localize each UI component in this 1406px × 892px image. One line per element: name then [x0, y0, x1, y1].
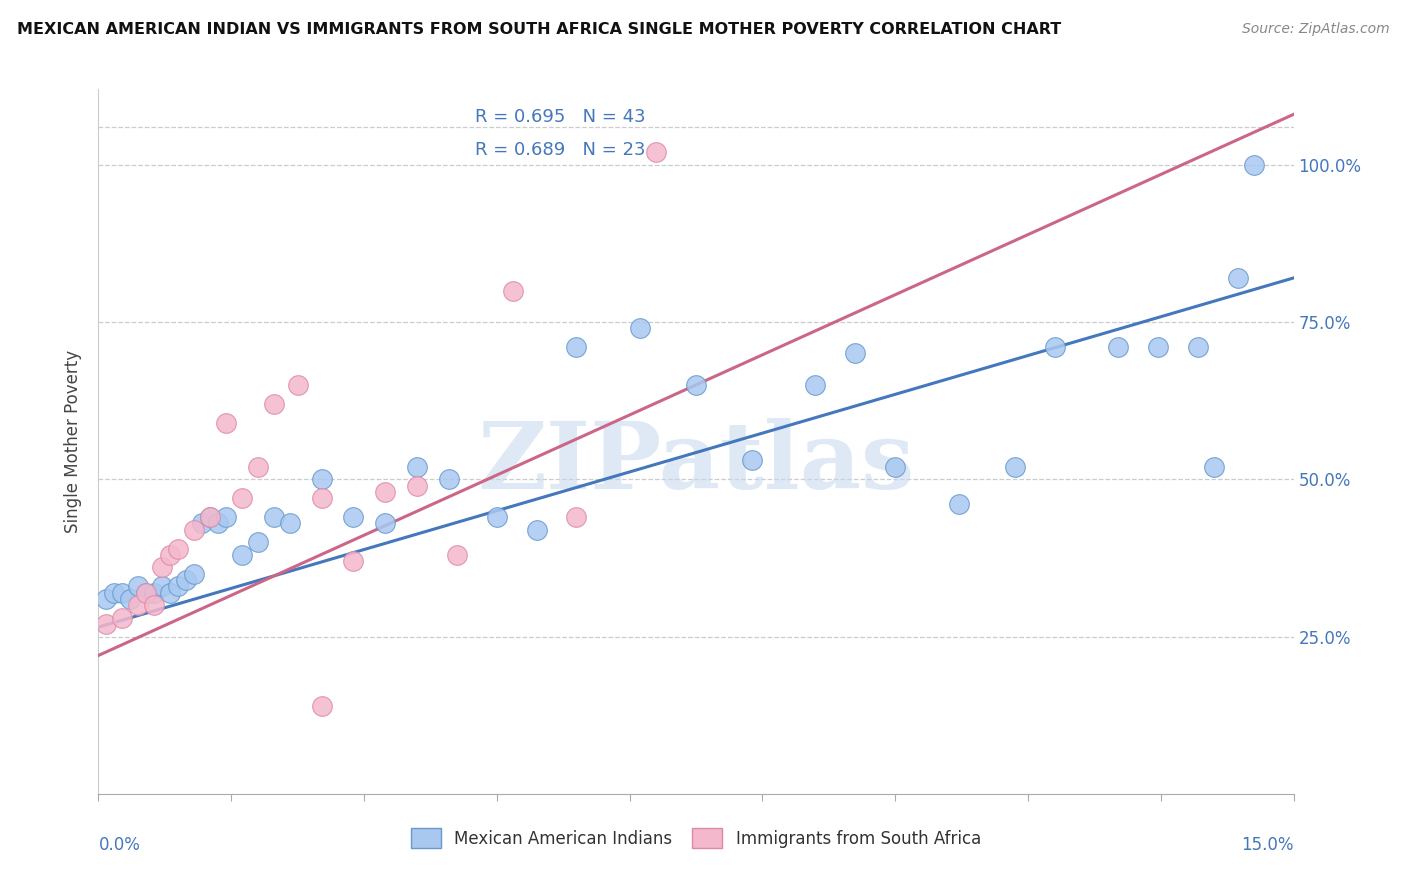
Y-axis label: Single Mother Poverty: Single Mother Poverty — [65, 350, 83, 533]
Point — [111, 585, 134, 599]
Point — [135, 585, 157, 599]
Point — [150, 560, 173, 574]
Point — [246, 459, 269, 474]
Point — [143, 585, 166, 599]
Point — [804, 378, 827, 392]
Point — [374, 484, 396, 499]
Point — [437, 472, 460, 486]
Point — [111, 610, 134, 624]
Point — [231, 548, 253, 562]
Point — [191, 516, 214, 531]
Point — [231, 491, 253, 505]
Point — [207, 516, 229, 531]
Point — [159, 585, 181, 599]
Point — [741, 453, 763, 467]
Point — [263, 510, 285, 524]
Point — [278, 516, 301, 531]
Point — [167, 541, 190, 556]
Point — [287, 378, 309, 392]
Text: R = 0.695   N = 43: R = 0.695 N = 43 — [475, 108, 645, 127]
Text: Source: ZipAtlas.com: Source: ZipAtlas.com — [1241, 22, 1389, 37]
Point — [198, 510, 221, 524]
Point — [96, 591, 118, 606]
Point — [1187, 340, 1209, 354]
Point — [1043, 340, 1066, 354]
Point — [311, 472, 333, 486]
Text: MEXICAN AMERICAN INDIAN VS IMMIGRANTS FROM SOUTH AFRICA SINGLE MOTHER POVERTY CO: MEXICAN AMERICAN INDIAN VS IMMIGRANTS FR… — [17, 22, 1062, 37]
Point — [342, 554, 364, 568]
Point — [159, 548, 181, 562]
Point — [96, 617, 118, 632]
Point — [406, 459, 429, 474]
Point — [127, 598, 149, 612]
Point — [526, 523, 548, 537]
Point — [183, 566, 205, 581]
Point — [183, 523, 205, 537]
Point — [215, 416, 238, 430]
Text: R = 0.689   N = 23: R = 0.689 N = 23 — [475, 141, 645, 159]
Point — [342, 510, 364, 524]
Point — [844, 346, 866, 360]
Point — [446, 548, 468, 562]
Text: 0.0%: 0.0% — [98, 836, 141, 854]
Point — [150, 579, 173, 593]
Point — [884, 459, 907, 474]
Point — [1147, 340, 1170, 354]
Point — [948, 498, 970, 512]
Point — [311, 698, 333, 713]
Point — [1202, 459, 1225, 474]
Point — [263, 397, 285, 411]
Point — [127, 579, 149, 593]
Point — [1226, 271, 1249, 285]
Point — [167, 579, 190, 593]
Point — [565, 340, 588, 354]
Point — [311, 491, 333, 505]
Point — [406, 478, 429, 492]
Point — [120, 591, 142, 606]
Point — [502, 284, 524, 298]
Point — [565, 510, 588, 524]
Point — [103, 585, 125, 599]
Point — [374, 516, 396, 531]
Point — [215, 510, 238, 524]
Point — [174, 573, 197, 587]
Point — [1107, 340, 1129, 354]
Text: ZIPatlas: ZIPatlas — [478, 417, 914, 508]
Point — [135, 585, 157, 599]
Point — [645, 145, 668, 160]
Point — [685, 378, 707, 392]
Legend: Mexican American Indians, Immigrants from South Africa: Mexican American Indians, Immigrants fro… — [402, 820, 990, 856]
Point — [143, 598, 166, 612]
Point — [628, 321, 651, 335]
Point — [1004, 459, 1026, 474]
Point — [485, 510, 508, 524]
Point — [198, 510, 221, 524]
Text: 15.0%: 15.0% — [1241, 836, 1294, 854]
Point — [246, 535, 269, 549]
Point — [1243, 158, 1265, 172]
